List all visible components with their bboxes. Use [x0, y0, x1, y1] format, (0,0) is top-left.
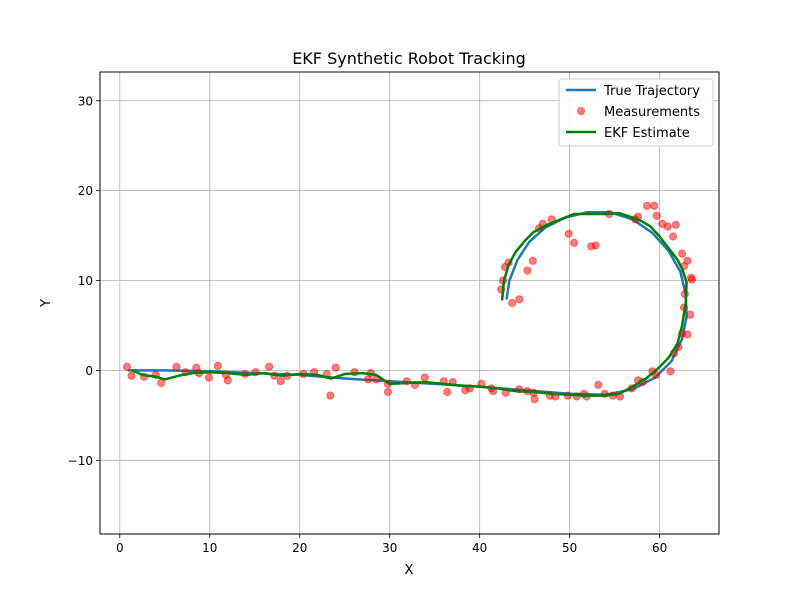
- measurement-point: [213, 361, 222, 370]
- chart-title: EKF Synthetic Robot Tracking: [292, 49, 526, 68]
- legend-box: [558, 78, 714, 147]
- measurement-point: [276, 377, 285, 386]
- measurement-point: [223, 376, 232, 385]
- x-axis-label: X: [405, 563, 414, 578]
- measurement-point: [157, 378, 166, 388]
- measurement-point: [528, 256, 537, 265]
- legend-measurements-label: Measurements: [604, 105, 700, 120]
- x-tick-label: 10: [202, 541, 217, 555]
- x-tick-label: 60: [652, 541, 667, 555]
- x-tick-label: 0: [116, 541, 124, 555]
- y-axis-label: Y: [39, 299, 54, 308]
- measurement-point: [523, 266, 532, 275]
- measurement-point: [666, 367, 675, 376]
- measurement-point: [326, 391, 335, 400]
- y-tick-label: 10: [78, 274, 93, 288]
- measurement-point: [383, 387, 392, 397]
- x-tick-label: 50: [562, 541, 577, 555]
- x-tick-label: 20: [292, 541, 307, 555]
- measurement-point: [687, 273, 696, 282]
- measurement-point: [683, 330, 692, 339]
- y-tick-label: 30: [78, 94, 93, 108]
- measurement-point: [642, 201, 652, 210]
- measurement-point: [443, 387, 452, 397]
- legend: True Trajectory Measurements EKF Estimat…: [558, 78, 714, 147]
- measurement-point: [686, 310, 695, 319]
- measurement-point: [515, 295, 524, 304]
- measurement-point: [652, 211, 662, 220]
- y-tick-label: 0: [85, 364, 93, 378]
- measurement-point: [204, 373, 213, 382]
- measurement-point: [678, 249, 687, 258]
- measurement-point: [122, 362, 132, 371]
- plot-frame: [99, 71, 720, 535]
- measurement-point: [127, 371, 136, 380]
- measurement-point: [172, 362, 181, 371]
- legend-measurements-swatch: [576, 106, 586, 116]
- measurement-point: [507, 298, 517, 308]
- x-tick-label: 30: [382, 541, 397, 555]
- ekf-estimate-line: [131, 211, 688, 397]
- measurement-point: [570, 238, 579, 247]
- measurement-point: [564, 229, 573, 238]
- plot-series: [122, 201, 697, 404]
- y-tick-label: −10: [68, 454, 93, 468]
- measurement-point: [650, 201, 659, 210]
- measurement-point: [265, 362, 274, 371]
- measurement-point: [530, 395, 539, 404]
- y-tick-label: 20: [78, 184, 93, 198]
- measurement-point: [658, 219, 667, 228]
- measurement-point: [587, 242, 596, 251]
- measurement-point: [671, 220, 680, 229]
- measurement-point: [594, 380, 603, 389]
- measurement-point: [331, 363, 340, 372]
- axis-ticks: 0 10 20 30 40 50 60 −10 0 10 20 30: [68, 94, 668, 555]
- x-tick-label: 40: [472, 541, 487, 555]
- measurement-point: [669, 232, 678, 241]
- legend-ekf-estimate-label: EKF Estimate: [604, 126, 690, 141]
- legend-true-trajectory-label: True Trajectory: [603, 84, 700, 99]
- measurement-point: [420, 373, 429, 382]
